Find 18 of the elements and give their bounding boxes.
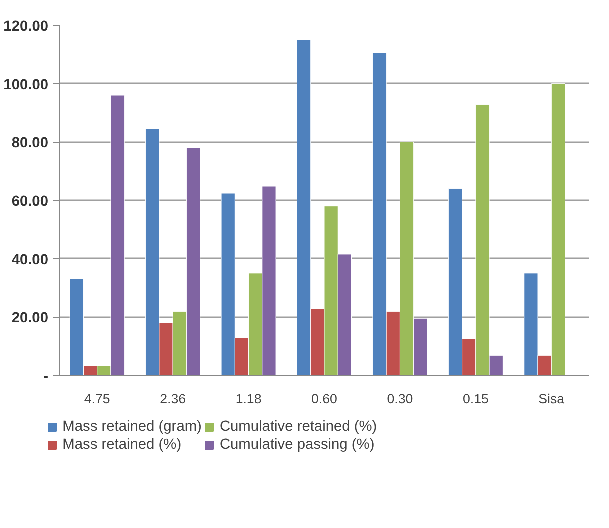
legend-label: Mass retained (%) bbox=[62, 437, 182, 453]
legend-label: Cumulative retained (%) bbox=[220, 419, 378, 435]
y-tick-label: 20.00 bbox=[12, 310, 49, 327]
x-tick-label: Sisa bbox=[538, 392, 566, 406]
legend-label: Cumulative passing (%) bbox=[220, 437, 375, 453]
y-tick-label: 80.00 bbox=[12, 136, 49, 152]
y-tick-label: 100.00 bbox=[4, 77, 48, 94]
x-tick-label: 0.15 bbox=[462, 392, 489, 406]
x-tick-label: 1.18 bbox=[236, 392, 262, 406]
y-tick-label: 60.00 bbox=[12, 194, 49, 210]
y-tick-label: 40.00 bbox=[12, 252, 49, 268]
x-tick-label: 2.36 bbox=[160, 392, 186, 406]
y-tick-label: - bbox=[44, 369, 49, 385]
y-tick-label: 120.00 bbox=[4, 19, 48, 35]
x-tick-label: 0.30 bbox=[387, 392, 414, 406]
x-tick-label: 4.75 bbox=[84, 392, 110, 406]
x-tick-label: 0.60 bbox=[312, 392, 338, 406]
legend-label: Mass retained (gram) bbox=[62, 419, 202, 435]
